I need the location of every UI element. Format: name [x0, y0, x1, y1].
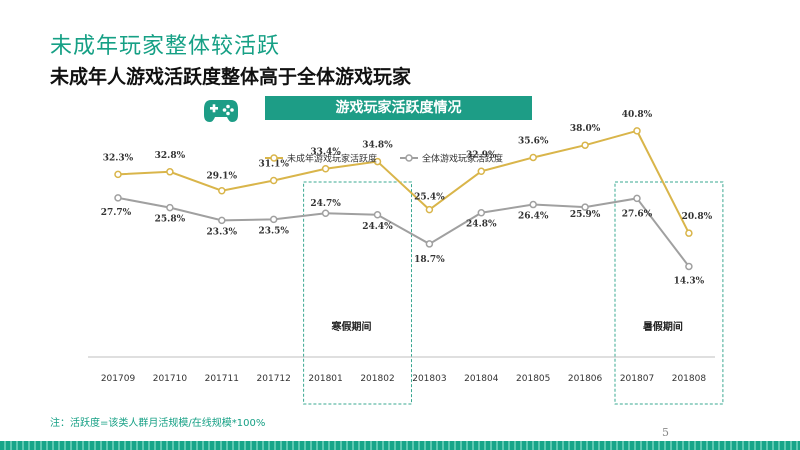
- footnote: 注：活跃度=该类人群月活规模/在线规模*100%: [50, 418, 266, 429]
- minor-data-point: [166, 168, 174, 176]
- chart-banner: 游戏玩家活跃度情况: [265, 96, 532, 120]
- x-tick-label: 201801: [308, 374, 342, 384]
- legend-marker: [405, 154, 413, 162]
- minor-data-point: [373, 157, 382, 166]
- x-tick-label: 201709: [101, 374, 136, 384]
- x-tick-label: 201711: [205, 374, 239, 384]
- x-tick-label: 201805: [516, 374, 550, 384]
- x-tick-label: 201803: [412, 374, 446, 384]
- all-players-data-point: [373, 211, 382, 219]
- data-label: 14.3%: [674, 276, 705, 286]
- bottom-stripe: [0, 441, 800, 450]
- slide-subtitle: 未成年人游戏活跃度整体高于全体游戏玩家: [50, 66, 412, 88]
- all-players-data-point: [218, 216, 226, 225]
- holiday-label: 寒假期间: [331, 320, 372, 333]
- all-players-data-point: [685, 262, 693, 271]
- gamepad-icon: [204, 100, 238, 122]
- data-label: 23.5%: [258, 226, 289, 236]
- x-tick-label: 201806: [568, 374, 603, 384]
- minor-data-point: [685, 229, 693, 237]
- x-tick-label: 201807: [620, 374, 654, 384]
- data-label: 26.4%: [518, 212, 549, 222]
- data-label: 29.1%: [207, 172, 238, 182]
- holiday-box: [303, 181, 413, 405]
- data-label: 32.3%: [103, 153, 134, 163]
- minor-data-point: [321, 164, 330, 173]
- all-players-data-point: [529, 200, 537, 209]
- all-players-data-point: [321, 209, 330, 217]
- page-number: 5: [662, 426, 669, 439]
- legend-entry: 全体游戏玩家活跃度: [422, 153, 503, 165]
- all-players-data-point: [166, 203, 174, 212]
- data-label: 27.7%: [101, 208, 132, 218]
- legend-marker: [270, 154, 278, 162]
- all-players-data-point: [425, 240, 434, 248]
- holiday-label: 暑假期间: [643, 320, 683, 333]
- all-players-data-point: [114, 194, 122, 202]
- legend-entry: 未成年游戏玩家活跃度: [287, 153, 377, 165]
- data-label: 25.4%: [414, 193, 445, 203]
- slide-title: 未成年玩家整体较活跃: [50, 34, 281, 59]
- minor-data-point: [218, 186, 226, 195]
- x-tick-label: 201802: [360, 374, 394, 384]
- all-players-data-point: [633, 194, 641, 203]
- minor-data-point: [529, 153, 537, 162]
- data-label: 33.4%: [310, 148, 341, 158]
- data-label: 24.7%: [310, 199, 341, 209]
- data-label: 25.8%: [155, 215, 186, 225]
- all-players-series-line: [117, 196, 690, 268]
- all-players-data-point: [581, 203, 589, 211]
- minor-data-point: [633, 127, 641, 135]
- minor-data-point: [425, 205, 434, 214]
- minor-data-point: [269, 176, 278, 185]
- data-label: 40.8%: [622, 110, 653, 120]
- x-tick-label: 201710: [153, 374, 188, 384]
- data-label: 32.9%: [466, 150, 497, 160]
- minor-data-point: [477, 167, 486, 176]
- data-label: 18.7%: [414, 255, 445, 265]
- data-label: 23.3%: [207, 227, 238, 237]
- data-label: 35.6%: [518, 136, 549, 146]
- data-label: 34.8%: [362, 141, 393, 151]
- x-tick-label: 201712: [257, 374, 291, 384]
- data-label: 31.1%: [258, 159, 289, 169]
- all-players-data-point: [477, 208, 486, 217]
- minor-data-point: [581, 141, 589, 149]
- data-label: 24.8%: [466, 220, 497, 230]
- data-label: 20.8%: [682, 212, 713, 222]
- data-label: 38.0%: [570, 124, 601, 134]
- minor-series-line: [117, 129, 690, 234]
- data-label: 27.6%: [622, 209, 653, 219]
- data-label: 24.4%: [362, 222, 393, 232]
- data-label: 25.9%: [570, 210, 601, 220]
- x-tick-label: 201804: [464, 374, 499, 384]
- minor-data-point: [114, 170, 122, 179]
- all-players-data-point: [269, 215, 278, 224]
- data-label: 32.8%: [155, 151, 186, 161]
- x-tick-label: 201808: [672, 374, 707, 384]
